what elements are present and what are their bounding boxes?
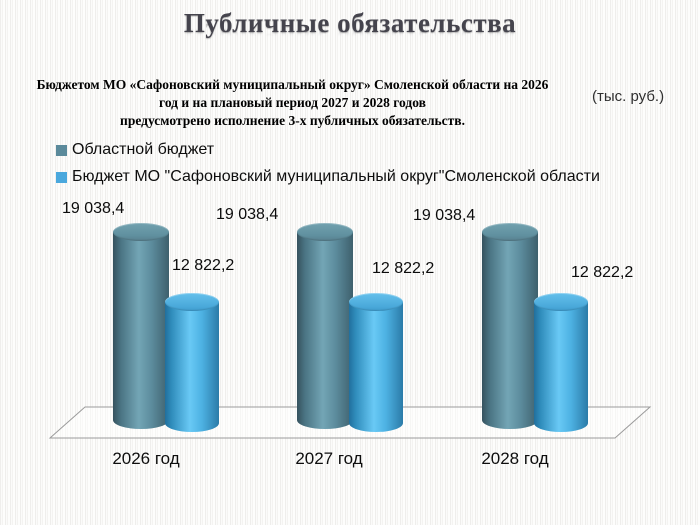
- category-label-2028: 2028 год: [481, 449, 549, 468]
- bar-local-2027: [349, 293, 403, 432]
- value-label-regional-2028: 19 038,4: [413, 207, 476, 224]
- bar-local-2028: [534, 293, 588, 432]
- bar-regional-2026: [113, 223, 169, 429]
- bar-body: [482, 232, 538, 429]
- subtitle-line-2: год и на плановый период 2027 и 2028 год…: [159, 95, 426, 110]
- bar-top-cap: [165, 293, 219, 311]
- legend-swatch-regional: [56, 144, 67, 156]
- legend-label-local: Бюджет МО "Сафоновский муниципальный окр…: [72, 168, 600, 185]
- bar-regional-2028: [482, 223, 538, 429]
- units-note: (тыс. руб.): [592, 88, 665, 105]
- bar-body: [534, 302, 588, 432]
- slide-title: Публичные обязательства: [183, 8, 517, 38]
- category-label-2027: 2027 год: [295, 449, 363, 468]
- legend-item-local: Бюджет МО "Сафоновский муниципальный окр…: [56, 168, 600, 186]
- bar-regional-2027: [297, 223, 353, 429]
- value-label-regional-2026: 19 038,4: [62, 200, 125, 217]
- legend-swatch-local: [56, 171, 67, 183]
- legend-label-regional: Областной бюджет: [72, 141, 215, 158]
- chart-legend: Областной бюджет Бюджет МО "Сафоновский …: [56, 141, 600, 195]
- subtitle-block: Бюджетом МО «Сафоновский муниципальный о…: [20, 76, 565, 130]
- bar-top-cap: [534, 293, 588, 311]
- bar-top-cap: [482, 223, 538, 241]
- bar-body: [349, 302, 403, 432]
- bar-local-2026: [165, 293, 219, 432]
- value-label-regional-2027: 19 038,4: [216, 206, 279, 223]
- subtitle-line-3: предусмотрено исполнение 3-х публичных о…: [120, 113, 465, 128]
- value-label-local-2026: 12 822,2: [172, 257, 235, 274]
- bar-body: [165, 302, 219, 432]
- bar-top-cap: [113, 223, 169, 241]
- bar-body: [113, 232, 169, 429]
- bar-top-cap: [297, 223, 353, 241]
- bar-body: [297, 232, 353, 429]
- subtitle-line-1: Бюджетом МО «Сафоновский муниципальный о…: [36, 77, 549, 92]
- value-label-local-2027: 12 822,2: [372, 260, 435, 277]
- category-label-2026: 2026 год: [112, 449, 180, 468]
- legend-item-regional: Областной бюджет: [56, 141, 600, 159]
- bar-top-cap: [349, 293, 403, 311]
- value-label-local-2028: 12 822,2: [571, 264, 634, 281]
